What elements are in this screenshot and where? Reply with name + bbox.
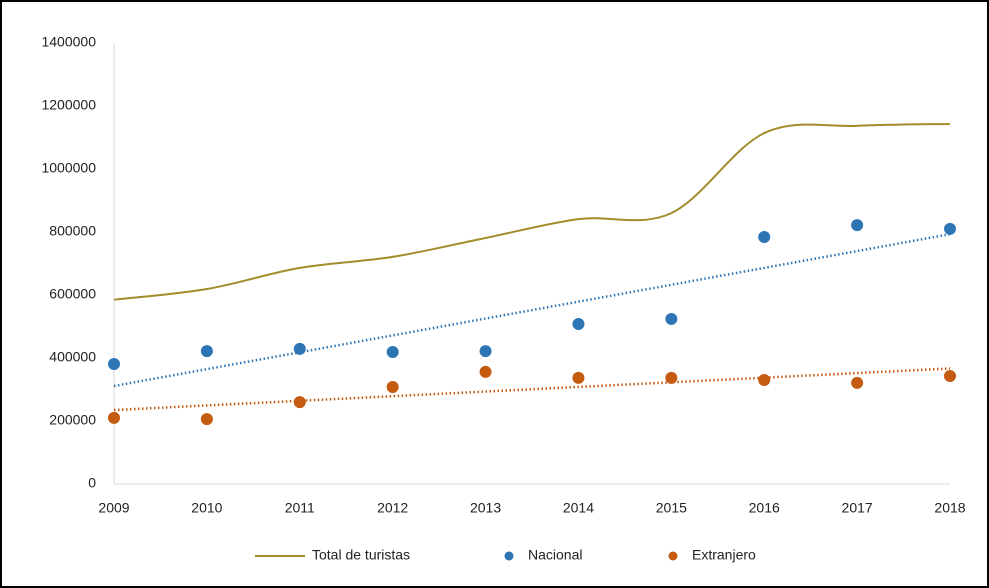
legend-label: Total de turistas	[312, 547, 410, 563]
legend-swatch	[668, 551, 678, 561]
dot	[386, 346, 399, 359]
x-tick-label: 2016	[749, 500, 780, 516]
dot	[758, 231, 771, 244]
x-tick-label: 2017	[842, 500, 873, 516]
x-tick-label: 2015	[656, 500, 687, 516]
dot	[665, 371, 678, 384]
dot	[200, 345, 213, 358]
dot	[572, 317, 585, 330]
x-tick-label: 2010	[191, 500, 222, 516]
legend-label: Nacional	[528, 547, 582, 563]
dot	[851, 376, 864, 389]
y-tick-label: 200000	[49, 412, 96, 428]
x-tick-label: 2013	[470, 500, 501, 516]
y-tick-label: 1200000	[41, 97, 96, 113]
trendline	[113, 232, 951, 388]
dot	[944, 222, 956, 235]
x-tick-label: 2012	[377, 500, 408, 516]
dot	[479, 345, 492, 358]
y-tick-label: 1000000	[41, 160, 96, 176]
legend-label: Extranjero	[692, 547, 756, 563]
y-tick-label: 0	[88, 475, 96, 491]
line	[113, 122, 951, 301]
dot	[665, 312, 678, 325]
dot	[108, 411, 120, 424]
y-tick-label: 1400000	[41, 34, 96, 50]
x-tick-label: 2009	[98, 500, 129, 516]
dot	[851, 219, 864, 232]
dot	[479, 365, 492, 378]
dot	[944, 369, 956, 382]
dot	[108, 357, 120, 370]
dot	[572, 371, 585, 384]
dot	[386, 380, 399, 393]
y-tick-label: 600000	[49, 286, 96, 302]
y-tick-label: 800000	[49, 223, 96, 239]
legend-swatch	[504, 551, 514, 561]
dot	[293, 396, 306, 409]
x-tick-label: 2011	[285, 500, 315, 516]
dot	[293, 342, 306, 355]
x-tick-label: 2018	[934, 500, 965, 516]
x-tick-label: 2014	[563, 500, 594, 516]
y-tick-label: 400000	[49, 349, 96, 365]
dot	[758, 374, 771, 387]
dot	[200, 413, 213, 426]
